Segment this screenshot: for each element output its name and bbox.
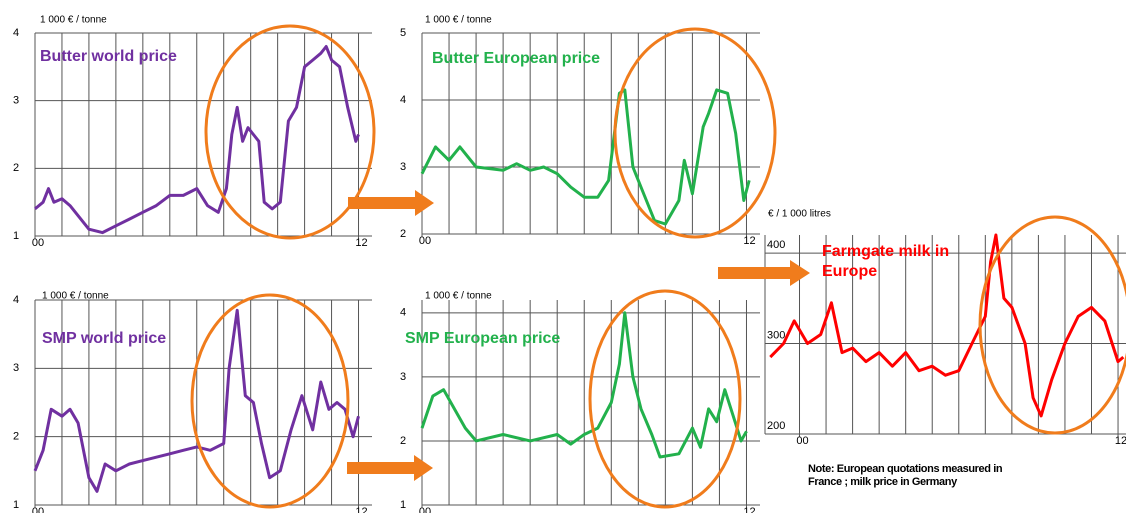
x-tick-label: 12: [1115, 435, 1126, 447]
highlight-ellipse: [204, 24, 376, 240]
note-line: France ; milk price in Germany: [808, 476, 957, 488]
y-tick-label: 2: [13, 162, 19, 174]
line-series: [420, 311, 748, 459]
note-line: Note: European quotations measured in: [808, 463, 1003, 475]
y-tick-label: 1: [13, 499, 19, 511]
y-axis-label: 1 000 € / tonne: [425, 291, 492, 302]
x-tick-label: 12: [743, 506, 755, 513]
y-tick-label: 400: [767, 239, 785, 251]
series-label: Farmgate milk in Europe: [822, 243, 950, 280]
y-axis-label: € / 1 000 litres: [768, 209, 831, 220]
y-tick-label: 3: [400, 371, 406, 383]
series-label: Butter European price: [432, 50, 601, 67]
y-axis-label: 1 000 € / tonne: [42, 291, 109, 302]
y-tick-label: 3: [400, 161, 406, 173]
highlight-ellipse: [978, 215, 1126, 435]
y-tick-label: 4: [400, 94, 406, 106]
series-label: Butter world price: [40, 48, 177, 65]
x-tick-label: 00: [32, 506, 44, 513]
y-tick-label: 300: [767, 329, 785, 341]
x-tick-label: 12: [743, 235, 755, 247]
arrow: [718, 260, 810, 286]
highlight-ellipse: [613, 27, 777, 239]
y-tick-label: 1: [13, 230, 19, 242]
y-tick-label: 4: [400, 307, 406, 319]
y-axis-label: 1 000 € / tonne: [40, 15, 107, 26]
y-tick-label: 2: [400, 228, 406, 240]
chart: 2 3 4 5 00 12 1 000 € / tonne: [400, 15, 760, 247]
chart: 200 300 400 00 12 € / 1 000 litres: [764, 209, 1126, 447]
y-tick-label: 3: [13, 362, 19, 374]
line-series: [34, 45, 360, 235]
x-tick-label: 12: [355, 237, 367, 249]
y-tick-label: 1: [400, 499, 406, 511]
line-series: [33, 308, 360, 493]
x-tick-label: 00: [419, 235, 431, 247]
series-label: SMP European price: [405, 330, 561, 347]
y-axis-label: 1 000 € / tonne: [425, 15, 492, 26]
line-series: [769, 233, 1125, 418]
y-tick-label: 2: [13, 431, 19, 443]
y-tick-label: 3: [13, 95, 19, 107]
y-tick-label: 200: [767, 420, 785, 432]
arrows: [347, 190, 810, 481]
y-tick-label: 4: [13, 27, 19, 39]
x-tick-label: 12: [355, 506, 367, 513]
series-label: SMP world price: [42, 330, 167, 347]
highlight-ellipse: [588, 289, 742, 509]
annotations: [190, 24, 1126, 509]
x-tick-label: 00: [419, 506, 431, 513]
y-tick-label: 2: [400, 435, 406, 447]
x-tick-label: 00: [32, 237, 44, 249]
line-series: [420, 88, 751, 226]
arrow: [347, 455, 433, 481]
x-tick-label: 00: [796, 435, 808, 447]
y-tick-label: 5: [400, 27, 406, 39]
y-tick-label: 4: [13, 294, 19, 306]
arrow: [348, 190, 434, 216]
highlight-ellipse: [190, 293, 350, 509]
note: Note: European quotations measured in Fr…: [808, 463, 1003, 489]
